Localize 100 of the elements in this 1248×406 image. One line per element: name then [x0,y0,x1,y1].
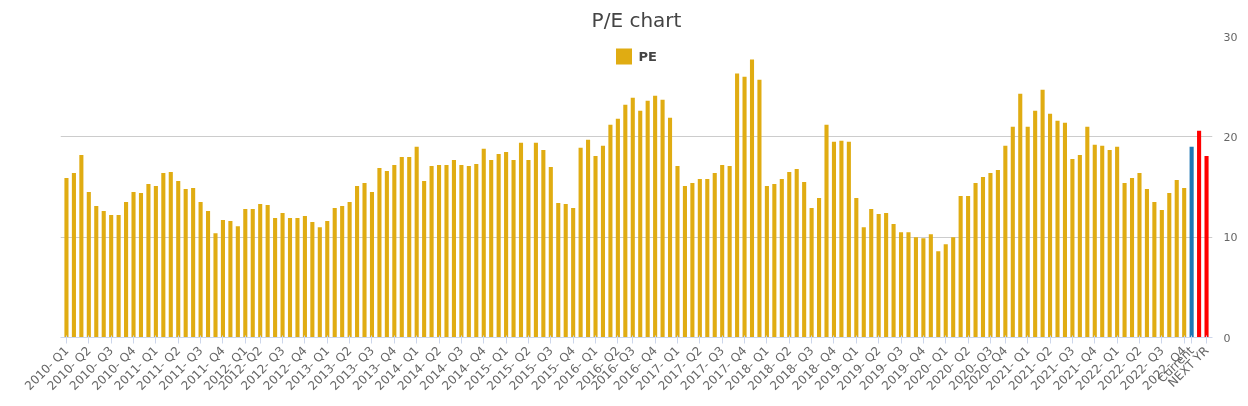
bar [86,192,91,338]
bar [422,180,427,338]
bar [1152,202,1157,338]
bar [466,165,471,338]
bar [675,165,680,338]
bar [1010,126,1015,338]
bar [280,213,285,338]
bar [250,209,255,338]
bar [921,238,926,338]
bar [1137,172,1142,338]
bar [213,233,218,338]
bar [1167,193,1172,338]
y-tick-label: 20 [1223,130,1238,144]
bar [697,178,702,338]
bar [138,193,144,338]
bar [1182,188,1187,338]
bar [451,159,456,338]
bar [474,163,479,338]
bar [1070,158,1075,338]
bar [735,73,740,338]
bar [1115,146,1120,338]
bar [1144,189,1149,338]
bar [802,181,807,338]
bar [1003,145,1008,338]
bar [973,182,978,338]
bar [168,171,173,338]
bar [1197,130,1202,338]
bar [1092,144,1097,338]
bar [779,178,784,338]
bar [824,124,829,338]
bar [1159,210,1164,338]
bar [205,211,211,338]
bar [94,206,99,338]
bar [1055,120,1060,338]
bar [1129,177,1135,338]
bar [936,251,941,338]
bar [980,176,986,338]
bar [526,159,531,338]
bar [332,208,337,338]
bar [64,177,69,338]
bar [347,202,352,338]
bar [705,178,710,338]
bar [861,227,866,338]
bar [407,156,412,338]
bar [608,124,613,338]
bar [1107,149,1112,338]
bar [660,99,665,338]
bar [548,166,553,338]
bar [593,155,598,338]
bar [489,159,494,338]
bar [116,215,121,338]
bar [720,164,725,338]
bar [869,209,874,338]
bar [1033,110,1038,338]
bar [265,205,270,338]
bar [399,156,404,338]
bar [101,211,106,338]
bar [287,218,293,338]
bar [355,186,360,338]
chart-title: P/E chart [591,7,682,32]
bar [1025,126,1030,338]
bar [563,204,568,338]
bar [906,232,911,338]
bar [995,169,1000,338]
bar [220,220,225,338]
bar [317,227,322,338]
bar [340,206,345,338]
bar [966,196,971,338]
bar [124,202,129,338]
bar [1077,154,1082,338]
bar [876,214,881,338]
bar [1085,126,1090,338]
bar [600,145,606,338]
bar [772,183,777,338]
bar [794,168,799,338]
bar [191,188,196,338]
bar [243,209,248,338]
bar [459,164,464,338]
bar [854,198,859,338]
bar [884,213,889,338]
bar [504,151,509,338]
bar [831,141,837,338]
bar [176,180,181,338]
bar [1062,122,1068,338]
bar [153,186,158,338]
bar [556,203,561,338]
bar [392,164,397,338]
bar [518,142,524,338]
bar [951,237,956,338]
bar [258,204,263,338]
bar [615,118,620,338]
bar [146,183,151,338]
bar [71,172,76,338]
bar [109,215,114,338]
bar [1048,113,1053,338]
bar [481,148,486,338]
bar [496,153,501,338]
bar [302,216,307,338]
bar [690,182,695,338]
bar [295,218,300,338]
